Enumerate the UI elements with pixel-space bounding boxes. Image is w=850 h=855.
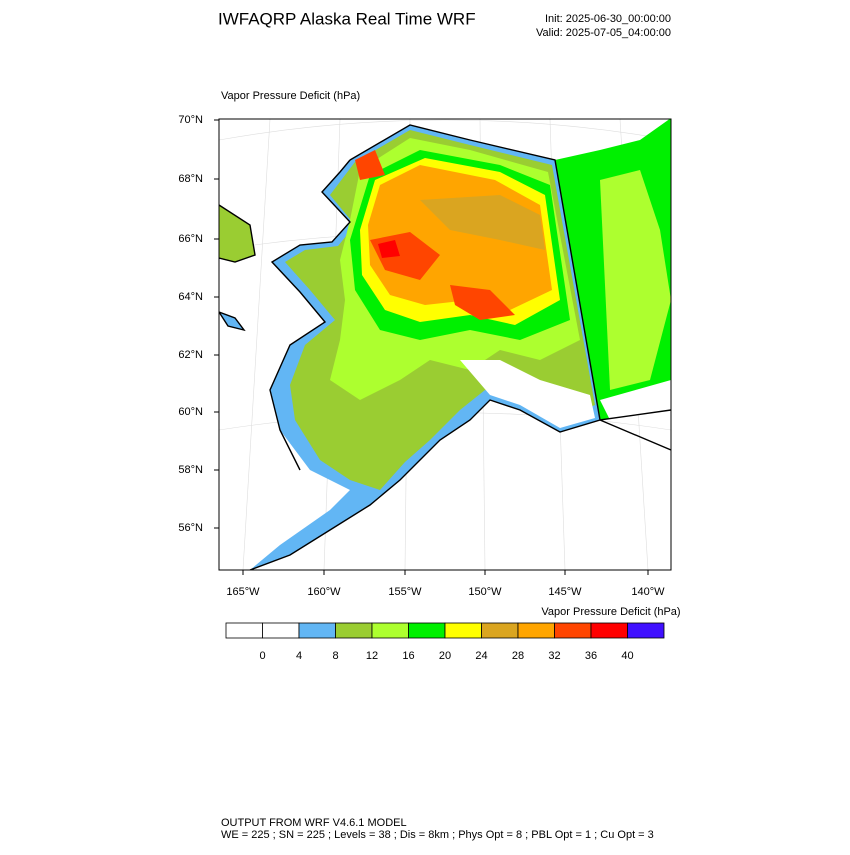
colorbar-box	[225, 622, 263, 639]
colorbar-box	[517, 622, 555, 639]
colorbar-title: Vapor Pressure Deficit (hPa)	[541, 606, 680, 618]
plot-label: Vapor Pressure Deficit (hPa)	[221, 90, 360, 102]
init-time: Init: 2025-06-30_00:00:00	[545, 13, 671, 25]
map-area	[219, 119, 671, 570]
lat-label: 62°N	[178, 349, 203, 361]
lat-label: 60°N	[178, 406, 203, 418]
colorbar-box	[371, 622, 409, 639]
footer-line: OUTPUT FROM WRF V4.6.1 MODEL	[221, 817, 407, 829]
colorbar-box	[262, 622, 300, 639]
colorbar-box	[444, 622, 482, 639]
lat-label: 68°N	[178, 173, 203, 185]
colorbar-label: 32	[548, 650, 560, 662]
colorbar-box	[408, 622, 446, 639]
lat-label: 58°N	[178, 464, 203, 476]
colorbar-label: 12	[366, 650, 378, 662]
colorbar-box	[627, 622, 665, 639]
lon-label: 155°W	[388, 586, 422, 598]
footer-line: WE = 225 ; SN = 225 ; Levels = 38 ; Dis …	[221, 829, 654, 841]
lat-label: 64°N	[178, 291, 203, 303]
colorbar-label: 40	[621, 650, 633, 662]
colorbar-box	[335, 622, 373, 639]
colorbar-label: 20	[439, 650, 451, 662]
lat-label: 70°N	[178, 114, 203, 126]
colorbar-label: 36	[585, 650, 597, 662]
valid-time: Valid: 2025-07-05_04:00:00	[536, 27, 671, 39]
colorbar-label: 0	[259, 650, 265, 662]
lat-label: 66°N	[178, 233, 203, 245]
lon-label: 145°W	[548, 586, 582, 598]
lat-label: 56°N	[178, 522, 203, 534]
title: IWFAQRP Alaska Real Time WRF	[218, 9, 476, 28]
map-frame	[218, 118, 672, 571]
colorbar-box	[298, 622, 336, 639]
colorbar-box	[481, 622, 519, 639]
colorbar-label: 8	[332, 650, 338, 662]
colorbar-box	[554, 622, 592, 639]
colorbar-label: 24	[475, 650, 487, 662]
lon-label: 160°W	[307, 586, 341, 598]
colorbar-label: 28	[512, 650, 524, 662]
lon-label: 140°W	[631, 586, 665, 598]
lon-label: 165°W	[226, 586, 260, 598]
colorbar-label: 4	[296, 650, 302, 662]
colorbar-label: 16	[402, 650, 414, 662]
lon-label: 150°W	[468, 586, 502, 598]
colorbar-box	[590, 622, 628, 639]
